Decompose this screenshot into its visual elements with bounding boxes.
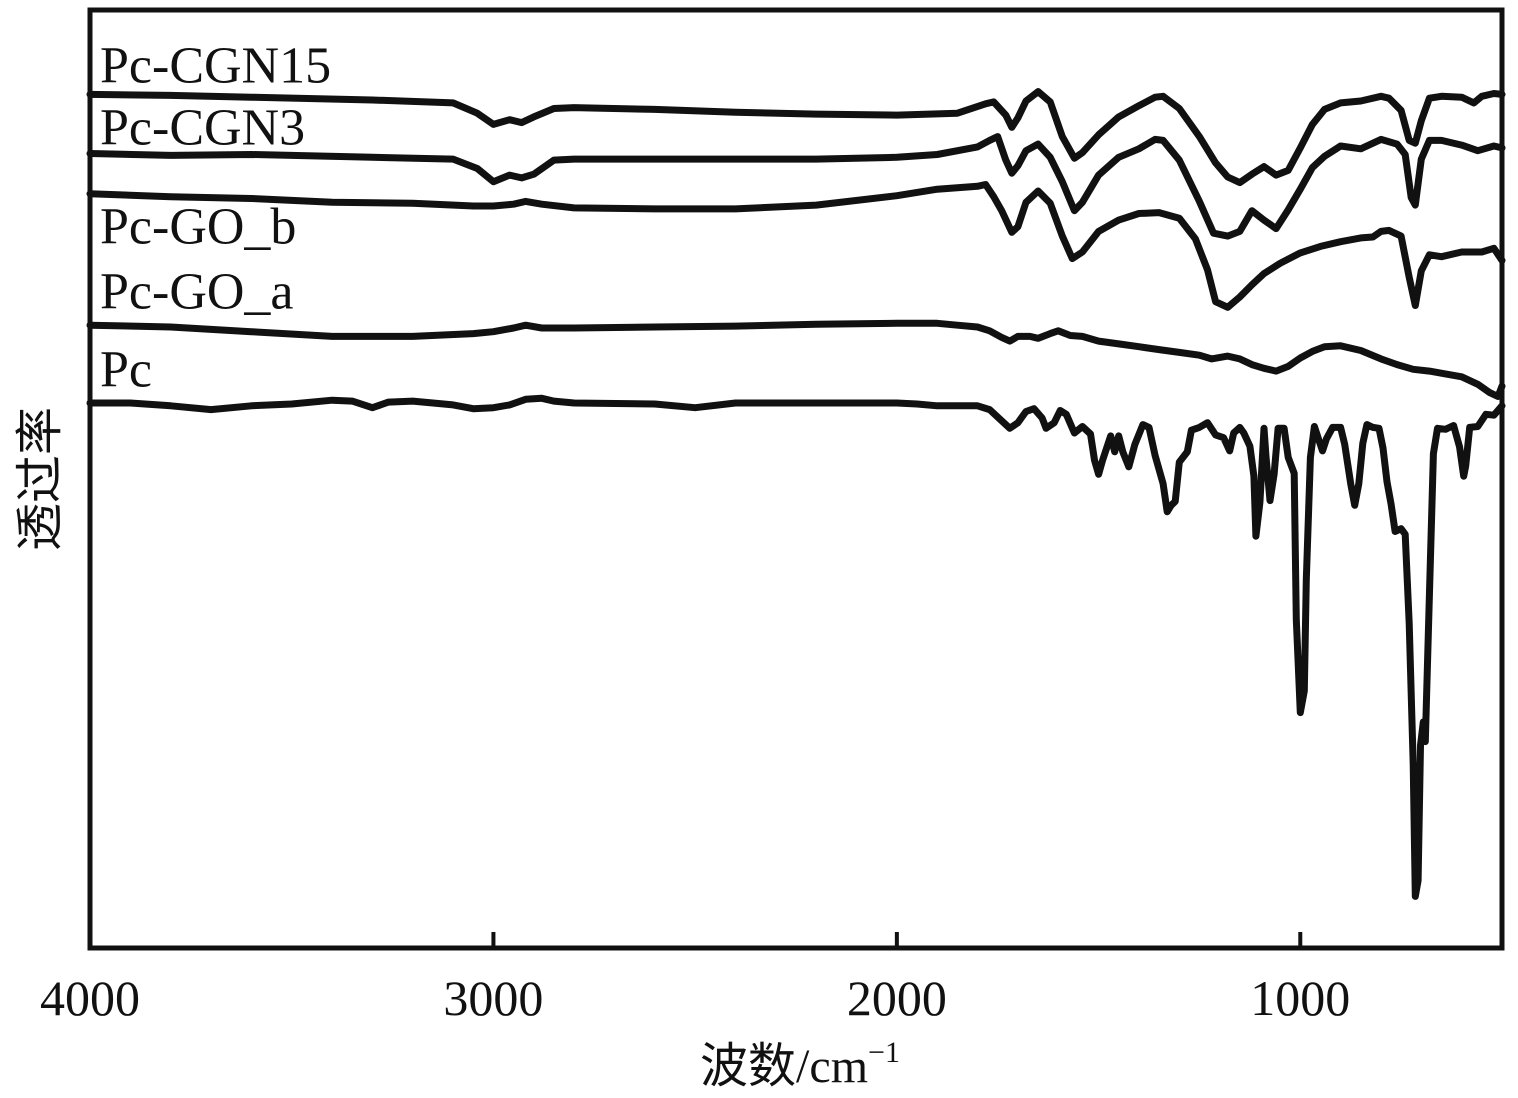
series-label-pc-cgn3: Pc-CGN3 bbox=[100, 99, 305, 156]
x-tick-label: 1000 bbox=[1250, 970, 1350, 1026]
series-line-pc-cgn3 bbox=[86, 133, 1506, 240]
x-axis-title: 波数/cm−1 bbox=[700, 1036, 900, 1093]
x-tick-label: 2000 bbox=[847, 970, 947, 1026]
series-label-pc-cgn15: Pc-CGN15 bbox=[100, 37, 331, 94]
series-label-pc-go-b: Pc-GO_b bbox=[100, 199, 296, 256]
series-line-pc-go-a bbox=[86, 319, 1506, 400]
y-axis-title: 透过率 bbox=[14, 407, 67, 551]
x-axis-title-text: 波数/cm bbox=[700, 1040, 868, 1093]
series-line-pc-cgn15 bbox=[86, 88, 1506, 187]
x-ticks: 4000 3000 2000 1000 bbox=[40, 932, 1350, 1026]
series-line-pc bbox=[86, 394, 1506, 900]
series-label-pc: Pc bbox=[100, 341, 152, 398]
series-lines bbox=[86, 88, 1506, 900]
plot-frame bbox=[87, 7, 1505, 951]
x-tick-label: 3000 bbox=[443, 970, 543, 1026]
series-label-pc-go-a: Pc-GO_a bbox=[100, 263, 294, 320]
x-axis-title-superscript: −1 bbox=[868, 1036, 900, 1069]
series-line-pc-go-b bbox=[86, 181, 1506, 311]
x-tick-label: 4000 bbox=[40, 970, 140, 1026]
